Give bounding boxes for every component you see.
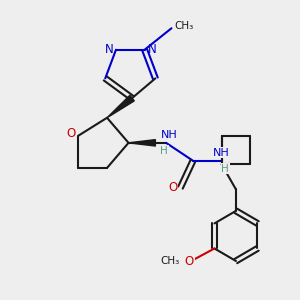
Polygon shape (107, 95, 134, 118)
Text: NH: NH (212, 148, 229, 158)
Text: NH: NH (160, 130, 177, 140)
Text: O: O (185, 254, 194, 268)
Text: N: N (147, 43, 156, 56)
Text: O: O (168, 181, 177, 194)
Polygon shape (128, 140, 155, 146)
Text: CH₃: CH₃ (160, 256, 179, 266)
Text: H: H (160, 146, 168, 156)
Text: N: N (104, 43, 113, 56)
Text: O: O (66, 128, 75, 140)
Text: CH₃: CH₃ (174, 22, 194, 32)
Text: H: H (221, 164, 229, 174)
